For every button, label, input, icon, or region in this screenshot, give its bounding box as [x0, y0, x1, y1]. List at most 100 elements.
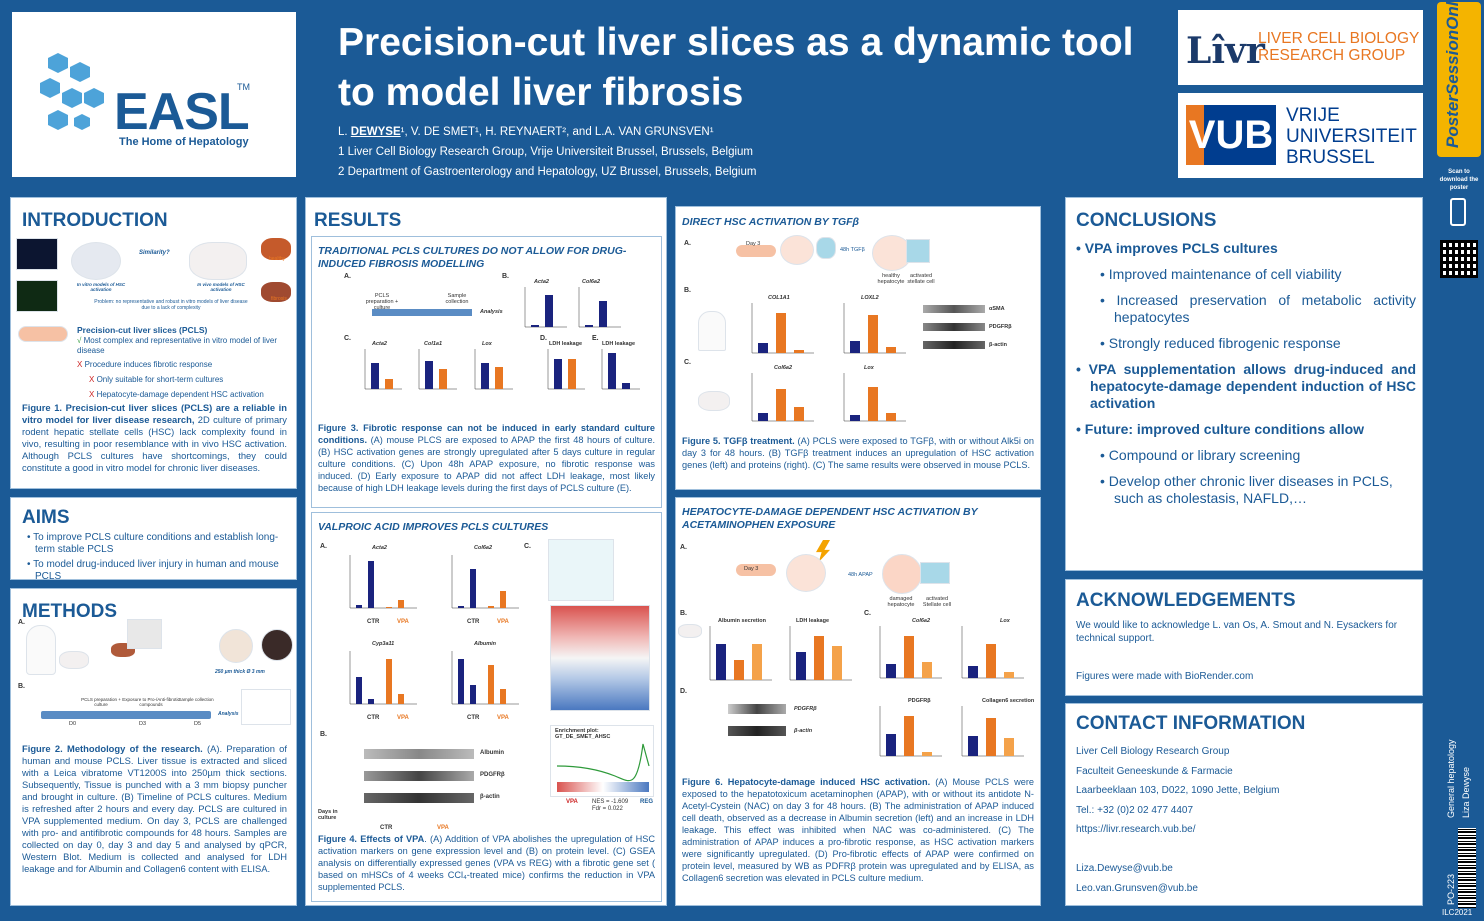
fig5-wb-band-1 — [923, 305, 985, 313]
pcls-con-1: Procedure induces fibrotic response — [84, 360, 213, 369]
figure-4-caption-text: . (A) Addition of VPA abolishes the upre… — [318, 834, 655, 892]
figure-6-caption: Figure 6. Hepatocyte-damage induced HSC … — [682, 776, 1034, 884]
fig3-e-ldh: LDH leakage — [602, 341, 636, 347]
contact-email-2[interactable]: Leo.van.Grunsven@vub.be — [1076, 882, 1198, 894]
fig6-col6a2: Col6a2 — [912, 618, 931, 624]
fig5-label-b: B. — [684, 287, 691, 294]
pcls-sub-2: Hepatocyte-damage dependent HSC activati… — [96, 390, 264, 399]
easl-tagline: The Home of Hepatology — [119, 136, 249, 148]
fig4-vpa-3: VPA — [397, 715, 409, 721]
fig6-c-bars — [879, 626, 1024, 679]
fig3-col6a2: Col6a2 — [582, 279, 601, 285]
conclusion-main-1-text: VPA improves PCLS cultures — [1084, 240, 1278, 256]
fig3-c-lox: Lox — [482, 341, 492, 347]
qr-code[interactable] — [1440, 240, 1478, 278]
fig4-wb-ctr: CTR — [380, 825, 393, 831]
fig3-label-c: C. — [344, 335, 351, 342]
conclusion-sub-4-text: Compound or library screening — [1108, 447, 1301, 463]
fig6-ldh: LDH leakage — [796, 618, 830, 624]
figure-4-panel: VALPROIC ACID IMPROVES PCLS CULTURES A. … — [311, 512, 662, 902]
fig5-wb-pdgfrb: PDGFRβ — [989, 324, 1012, 330]
figure-4-caption-bold: Figure 4. Effects of VPA — [318, 834, 425, 844]
figure-2-caption-text: (A). Preparation of human and mouse PCLS… — [22, 743, 287, 874]
vub-line-2: UNIVERSITEIT — [1286, 126, 1417, 147]
figure-4-caption: Figure 4. Effects of VPA. (A) Addition o… — [318, 833, 655, 893]
conclusion-sub-3: • Strongly reduced fibrogenic response — [1100, 335, 1341, 351]
fig4-label-b: B. — [320, 731, 327, 738]
fig4-albumin: Albumin — [474, 641, 496, 647]
fig3-d-ldh: LDH leakage — [549, 341, 583, 347]
fig4-enrichment-curve — [556, 743, 650, 792]
fig4-ctr-1: CTR — [367, 619, 380, 625]
affiliation-1: 1 Liver Cell Biology Research Group, Vri… — [338, 146, 754, 158]
fig4-fdr: Fdr = 0.022 — [592, 806, 623, 812]
poster-session-badge[interactable] — [1437, 2, 1481, 157]
easl-name: EASL — [114, 83, 250, 141]
strip-category: General hepatology — [1446, 739, 1456, 818]
fig4-label-c: C. — [524, 543, 531, 550]
figure-6-caption-text: (A) Mouse PCLS were exposed to the hepat… — [682, 777, 1034, 883]
acknowledgements-panel: ACKNOWLEDGEMENTS We would like to acknow… — [1065, 579, 1423, 696]
contact-email-1[interactable]: Liza.Dewyse@vub.be — [1076, 862, 1173, 874]
vub-line-3: BRUSSEL — [1286, 147, 1375, 168]
check-icon: √ — [77, 336, 82, 345]
figure-5-panel: DIRECT HSC ACTIVATION BY TGFβ A. Day 3 4… — [675, 206, 1041, 490]
fig4-gsea-vpa: VPA — [566, 799, 578, 805]
microscopy-image-1 — [16, 238, 58, 270]
fig6-pdgfrb: PDGFRβ — [908, 698, 931, 704]
timeline-bar — [41, 711, 211, 719]
fig3-de-bars — [547, 349, 640, 390]
fig3-pcls-prep: PCLS preparation + culture — [365, 293, 399, 311]
vub-logo-text: VRIJE UNIVERSITEIT BRUSSEL — [1286, 105, 1417, 168]
easl-trademark: TM — [237, 82, 250, 92]
mouse-icon — [59, 651, 89, 669]
figure-5-caption-bold: Figure 5. TGFβ treatment. — [682, 436, 795, 446]
fig5-wb-bactin: β-actin — [989, 342, 1008, 348]
fig4-nes: NES = -1.609 — [592, 799, 629, 805]
contact-phone: Tel.: +32 (0)2 02 477 4407 — [1076, 804, 1194, 816]
figure-5-caption: Figure 5. TGFβ treatment. (A) PCLS were … — [682, 435, 1034, 471]
fig3-label-d: D. — [540, 335, 547, 342]
wb-pdgfrb-band — [364, 771, 474, 781]
figure-5-title: DIRECT HSC ACTIVATION BY TGFβ — [682, 216, 860, 228]
figure-3-caption: Figure 3. Fibrotic response can not be i… — [318, 422, 655, 494]
fig6-mouse-icon — [678, 624, 702, 638]
conclusion-sub-2-text: Increased preservation of metabolic acti… — [1114, 292, 1416, 325]
conclusions-panel: CONCLUSIONS • VPA improves PCLS cultures… — [1065, 197, 1423, 571]
pcls-pro: Most complex and representative in vitro… — [77, 336, 278, 355]
poster-session-label: PosterSessionOnline — [1443, 0, 1462, 148]
cross-icon: X — [89, 390, 95, 399]
figure-6-caption-bold: Figure 6. Hepatocyte-damage induced HSC … — [682, 777, 931, 787]
poster-title: Precision-cut liver slices as a dynamic … — [338, 21, 1134, 114]
aims-list: • To improve PCLS culture conditions and… — [23, 532, 288, 579]
cross-icon: X — [89, 375, 95, 384]
fig5-day3: Day 3 — [746, 241, 761, 247]
figure-2-caption: Figure 2. Methodology of the research. (… — [22, 743, 287, 875]
liver-slice-image-2 — [261, 629, 293, 661]
fig4-wb-pdgfrb: PDGFRβ — [480, 772, 505, 778]
aims-panel: AIMS • To improve PCLS culture condition… — [10, 497, 297, 580]
fig3-acta2: Acta2 — [534, 279, 549, 285]
fig4-vpa-1: VPA — [397, 619, 409, 625]
fig6-damaged-label: damaged hepatocyte — [887, 596, 915, 608]
strip-author: Liza Dewyse — [1461, 766, 1471, 818]
fig6-label-d: D. — [680, 688, 687, 695]
timeline-step-2: Exposure to Pro-/Anti-fibrotic compounds — [122, 697, 180, 707]
contact-website-link[interactable]: https://livr.research.vub.be/ — [1076, 824, 1196, 836]
fig4-cyp: Cyp3a11 — [372, 641, 395, 647]
fig4-acta2: Acta2 — [372, 545, 387, 551]
conclusion-sub-2: • Increased preservation of metabolic ac… — [1100, 292, 1416, 325]
aim-text-1: To improve PCLS culture conditions and e… — [33, 532, 279, 555]
fig4-days-label: Days in culture — [318, 809, 338, 821]
methods-heading: METHODS — [22, 601, 117, 622]
fig6-col6sec: Collagen6 secretion — [982, 698, 1035, 704]
fig5-activated-icon — [906, 239, 930, 263]
figure-3-caption-bold: Figure 3. Fibrotic response can not be i… — [318, 423, 655, 445]
methods-label-a: A. — [18, 619, 25, 626]
fig4-vpa-4: VPA — [497, 715, 509, 721]
livr-logo-mark: Lîvr — [1186, 30, 1265, 72]
fig5-label-a: A. — [684, 240, 691, 247]
strip-event: ILC2021 — [1442, 908, 1473, 917]
fig3-label-b: B. — [502, 273, 509, 280]
introduction-heading: INTRODUCTION — [22, 210, 168, 231]
